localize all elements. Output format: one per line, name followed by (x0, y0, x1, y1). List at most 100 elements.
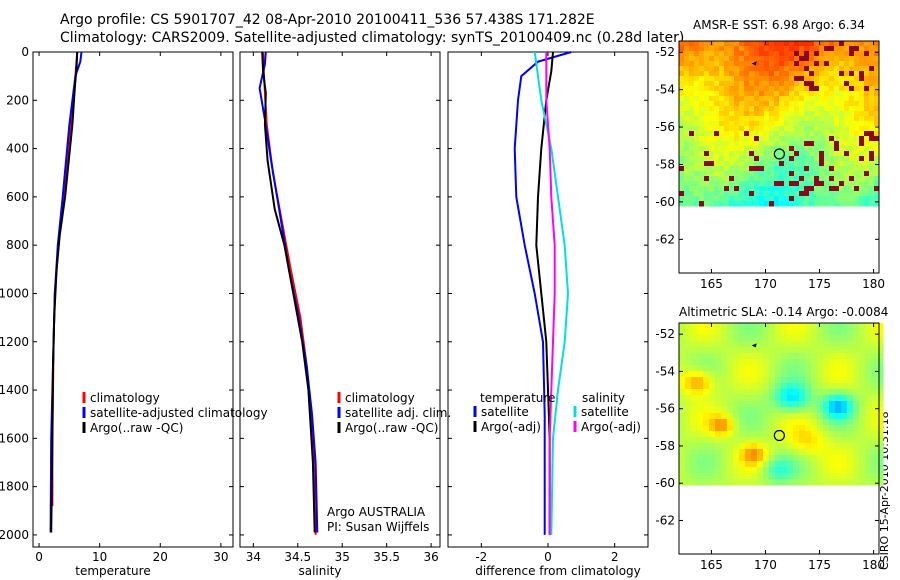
map-cell (769, 473, 776, 480)
map-frame (678, 40, 880, 274)
map-cell (809, 101, 815, 107)
map-cell (859, 431, 866, 438)
y-tick-label: -58 (655, 439, 675, 453)
map-cell (853, 413, 860, 420)
map-cell (689, 86, 695, 92)
map-cell (804, 61, 810, 67)
map-cell (789, 46, 795, 52)
map-cell (854, 86, 860, 92)
map-cell (694, 81, 700, 87)
map-cell (759, 196, 765, 202)
map-cell (819, 166, 825, 172)
map-cell (829, 101, 835, 107)
map-cell (859, 335, 866, 342)
map-cell (769, 101, 775, 107)
map-cell (864, 121, 870, 127)
map-cell (679, 395, 686, 402)
map-cell (749, 131, 755, 137)
map-cell (799, 141, 805, 147)
map-cell (724, 161, 730, 167)
map-cell (835, 401, 842, 408)
map-cell (694, 201, 700, 207)
map-cell (699, 181, 705, 187)
map-cell (697, 455, 704, 462)
map-cell (809, 126, 815, 132)
map-cell (744, 46, 750, 52)
map-cell (679, 437, 686, 444)
map-cell (764, 111, 770, 117)
map-cell (874, 51, 880, 57)
map-cell (729, 176, 735, 182)
map-cell (869, 181, 875, 187)
map-cell (715, 455, 722, 462)
map-cell (715, 389, 722, 396)
map-cell (754, 71, 760, 77)
map-cell (714, 126, 720, 132)
map-cell (811, 461, 818, 468)
map-cell (854, 191, 860, 197)
map-cell (793, 425, 800, 432)
map-cell (757, 329, 764, 336)
map-cell (694, 76, 700, 82)
map-cell (779, 71, 785, 77)
map-cell (744, 126, 750, 132)
map-cell (877, 467, 884, 474)
map-cell (841, 449, 848, 456)
map-cell (679, 401, 686, 408)
map-cell (724, 86, 730, 92)
map-cell (727, 449, 734, 456)
x-tick-label: 165 (700, 277, 723, 291)
map-cell (835, 455, 842, 462)
map-cell (877, 353, 884, 360)
y-tick-label: -62 (655, 513, 675, 527)
map-cell (779, 141, 785, 147)
map-cell (751, 323, 758, 330)
map-cell (745, 455, 752, 462)
map-cell (754, 91, 760, 97)
y-tick-label: 0 (21, 45, 29, 59)
map-cell (804, 106, 810, 112)
map-cell (829, 341, 836, 348)
map-cell (787, 401, 794, 408)
map-cell (794, 131, 800, 137)
map-cell (839, 81, 845, 87)
map-cell (769, 176, 775, 182)
map-cell (769, 389, 776, 396)
map-cell (869, 71, 875, 77)
map-cell (817, 431, 824, 438)
map-cell (834, 116, 840, 122)
map-cell (787, 419, 794, 426)
map-cell (679, 66, 685, 72)
map-cell (824, 56, 830, 62)
map-cell (811, 359, 818, 366)
map-cell (727, 353, 734, 360)
map-cell (739, 46, 745, 52)
map-cell (774, 91, 780, 97)
map-cell (727, 467, 734, 474)
map-cell (841, 371, 848, 378)
map-cell (694, 56, 700, 62)
map-cell (804, 146, 810, 152)
map-cell (817, 341, 824, 348)
map-cell (774, 166, 780, 172)
map-cell (869, 136, 875, 142)
map-cell (874, 56, 880, 62)
map-cell (877, 407, 884, 414)
map-cell (874, 116, 880, 122)
float-position-marker (773, 429, 785, 442)
map-cell (769, 479, 776, 486)
map-cell (849, 171, 855, 177)
map-cell (715, 353, 722, 360)
map-cell (823, 347, 830, 354)
map-cell (823, 371, 830, 378)
map-cell (775, 383, 782, 390)
map-cell (763, 347, 770, 354)
map-cell (841, 461, 848, 468)
map-cell (859, 201, 865, 207)
map-cell (784, 141, 790, 147)
map-cell (789, 171, 795, 177)
map-cell (699, 81, 705, 87)
map-cell (853, 455, 860, 462)
map-cell (787, 461, 794, 468)
map-cell (751, 425, 758, 432)
